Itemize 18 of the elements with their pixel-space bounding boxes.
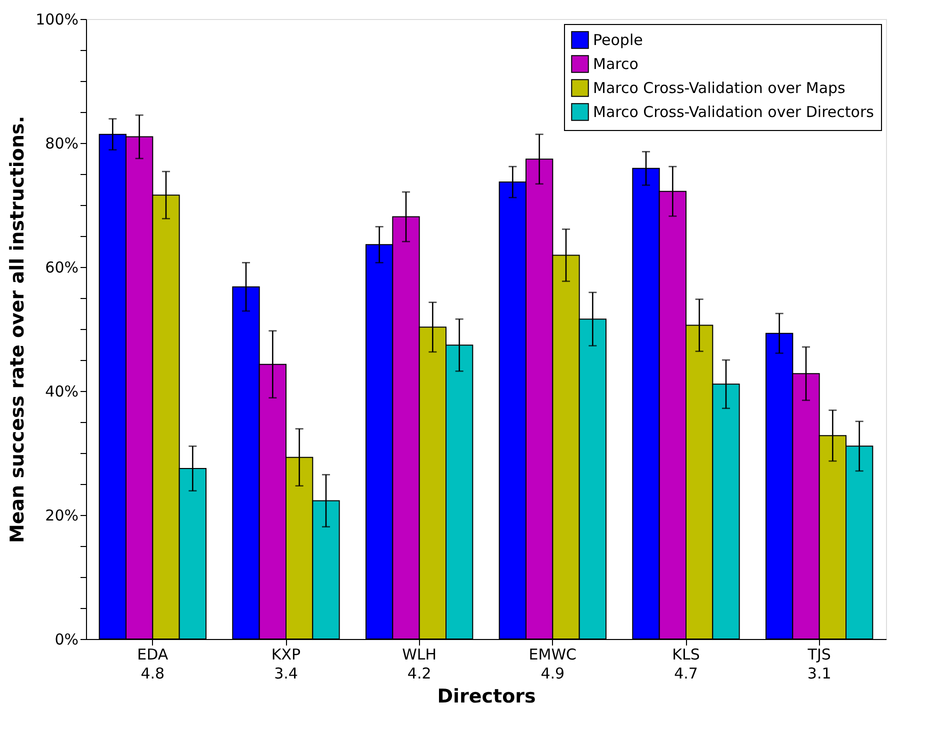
y-tick-label: 100% [36,10,78,28]
legend-label: Marco Cross-Validation over Maps [593,79,846,97]
x-tick-label: EMWC 4.9 [528,646,577,682]
x-tick-label: KXP 3.4 [271,646,301,682]
x-axis-title: Directors [437,686,536,708]
x-tick-label: EDA 4.8 [137,646,169,682]
y-tick-label: 40% [45,382,78,400]
x-tick-label: KLS 4.7 [672,646,700,682]
y-axis-title: Mean success rate over all instructions. [6,116,29,544]
y-tick-label: 0% [54,630,78,648]
x-tick-label: WLH 4.2 [402,646,437,682]
legend-label: Marco Cross-Validation over Directors [593,103,874,121]
legend-label: Marco [593,55,638,73]
y-tick-label: 20% [45,506,78,524]
x-tick-label: TJS 3.1 [806,646,832,682]
y-tick-label: 80% [45,134,78,152]
legend-label: People [593,31,643,49]
y-tick-label: 60% [45,258,78,276]
